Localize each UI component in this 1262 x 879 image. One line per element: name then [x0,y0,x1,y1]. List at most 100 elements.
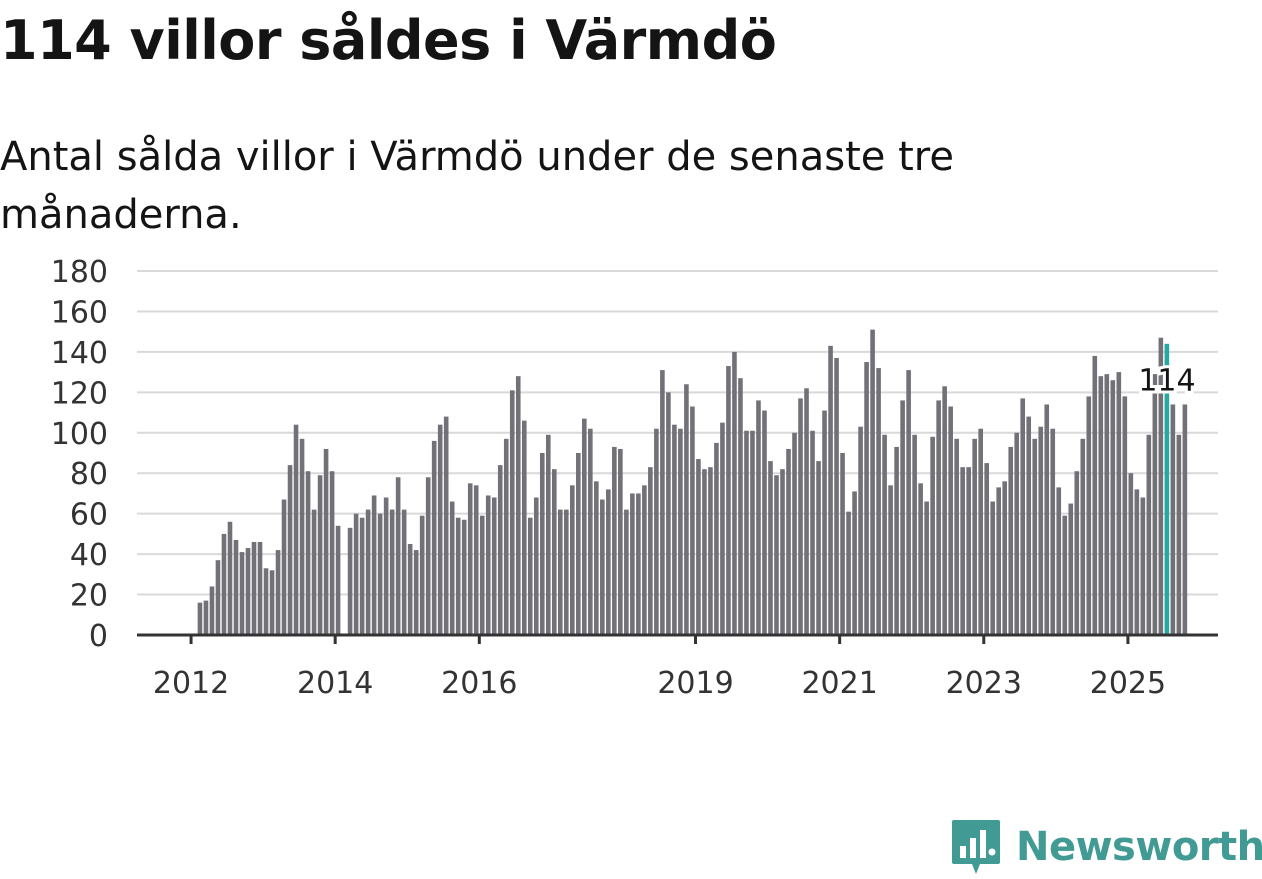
bar [726,366,731,635]
bar [269,570,275,635]
bar [864,362,869,635]
bar [738,378,743,635]
bar [978,428,983,635]
bar [1134,489,1140,635]
bar [870,329,875,635]
bar [1038,426,1044,635]
bar [1140,497,1146,635]
bar [1128,473,1134,635]
bar [323,448,329,635]
bar [347,527,353,635]
x-tick-label: 2025 [1090,666,1166,701]
bar [816,461,821,635]
bar [840,453,845,635]
bar [521,420,527,635]
bar [786,448,791,635]
bar [419,515,425,635]
bar [1170,404,1176,635]
bar [810,430,815,635]
annotations: 114 [1135,360,1198,401]
bar [600,499,605,635]
y-tick-label: 140 [51,336,108,371]
bar [1008,446,1014,635]
bar [227,521,233,635]
bar [1032,438,1038,635]
bar [389,509,395,635]
bar [660,370,665,635]
bar [371,495,377,635]
bar [636,493,641,635]
bar [702,469,707,635]
bar [774,475,779,635]
bar [425,477,431,635]
bar [966,467,971,635]
bar [1056,487,1062,635]
bar [624,509,629,635]
bar [924,501,929,635]
bar [858,426,863,635]
bar [1146,434,1152,635]
x-tick-label: 2012 [153,666,229,701]
bar [846,511,851,635]
bar [630,493,635,635]
bar [906,370,911,635]
bar [239,552,245,635]
y-tick-label: 60 [70,498,108,533]
y-axis-ticks: 0 20 40 60 80 100 120 140 160 180 [51,255,108,654]
bar [527,517,533,635]
bar [311,509,317,635]
bar [209,586,215,635]
x-tick-label: 2019 [657,666,733,701]
bar [954,438,959,635]
y-tick-label: 0 [89,619,108,654]
bar [744,430,749,635]
bar [642,485,647,635]
bar [1080,438,1086,635]
newsworthy-logo: Newsworthy [950,818,1262,876]
x-tick-label: 2014 [297,666,373,701]
bar [1002,481,1008,635]
bar [996,487,1001,635]
bar [443,416,449,635]
bar [299,438,305,635]
bar [257,541,263,635]
y-tick-label: 80 [70,457,108,492]
bar [792,432,797,635]
bar [1122,396,1128,635]
bar [497,465,503,635]
bar [756,400,761,635]
bar [491,497,497,635]
bar [1110,380,1116,635]
bar [455,517,461,635]
bar [413,550,419,635]
bar [672,424,677,635]
bar [696,459,701,635]
bar [401,509,407,635]
bar [287,465,293,635]
bar [930,436,935,635]
x-tick-label: 2021 [801,666,877,701]
y-tick-label: 100 [51,417,108,452]
y-tick-label: 160 [51,295,108,330]
bar [1014,432,1020,635]
bar [1020,398,1026,635]
bar [395,477,401,635]
bar [251,541,257,635]
bar [353,513,359,635]
bar [942,386,947,635]
bar [479,515,485,635]
gridlines [137,270,1218,596]
brand-name: Newsworthy [1016,824,1262,870]
bar [984,463,989,635]
bar [329,471,335,635]
bar [972,438,977,635]
newsworthy-logo-icon [952,820,1000,874]
bar [359,517,365,635]
bar [1068,503,1074,635]
bar [509,390,515,635]
bar [594,481,599,635]
bar [293,424,299,635]
bar [407,544,413,635]
bar [1074,471,1080,635]
y-tick-label: 20 [70,579,108,614]
